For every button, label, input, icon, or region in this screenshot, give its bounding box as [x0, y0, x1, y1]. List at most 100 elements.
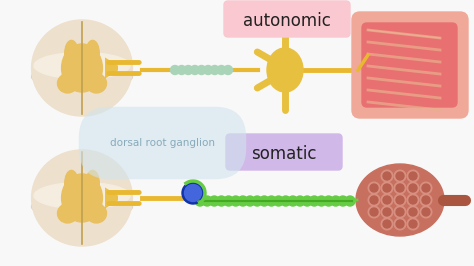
- Circle shape: [394, 170, 406, 182]
- Ellipse shape: [86, 74, 107, 93]
- Ellipse shape: [356, 164, 444, 236]
- Ellipse shape: [57, 204, 78, 223]
- Circle shape: [383, 196, 391, 204]
- Ellipse shape: [65, 40, 78, 67]
- Circle shape: [204, 65, 213, 74]
- Circle shape: [381, 194, 393, 206]
- Circle shape: [409, 220, 417, 228]
- Circle shape: [420, 206, 432, 218]
- Circle shape: [288, 196, 298, 206]
- Ellipse shape: [86, 204, 107, 223]
- Ellipse shape: [34, 182, 130, 209]
- Circle shape: [310, 196, 319, 206]
- Circle shape: [191, 65, 200, 74]
- Circle shape: [409, 208, 417, 216]
- Circle shape: [217, 65, 226, 74]
- Circle shape: [370, 184, 378, 192]
- Circle shape: [345, 196, 355, 206]
- Circle shape: [182, 182, 204, 204]
- Circle shape: [238, 196, 248, 206]
- Circle shape: [407, 170, 419, 182]
- Circle shape: [370, 196, 378, 204]
- Circle shape: [317, 196, 327, 206]
- Circle shape: [422, 184, 430, 192]
- Circle shape: [184, 65, 193, 74]
- Ellipse shape: [62, 44, 102, 92]
- Ellipse shape: [57, 74, 78, 93]
- Ellipse shape: [267, 48, 303, 92]
- Circle shape: [420, 182, 432, 194]
- Circle shape: [324, 196, 334, 206]
- Circle shape: [394, 206, 406, 218]
- Circle shape: [396, 172, 404, 180]
- Ellipse shape: [32, 65, 132, 89]
- FancyBboxPatch shape: [224, 1, 350, 37]
- FancyBboxPatch shape: [362, 23, 457, 107]
- Circle shape: [394, 194, 406, 206]
- Circle shape: [195, 196, 205, 206]
- Circle shape: [396, 208, 404, 216]
- Circle shape: [407, 218, 419, 230]
- Circle shape: [210, 196, 219, 206]
- Circle shape: [394, 182, 406, 194]
- FancyBboxPatch shape: [226, 134, 342, 170]
- Circle shape: [171, 65, 180, 74]
- Circle shape: [184, 185, 201, 202]
- Circle shape: [407, 194, 419, 206]
- Circle shape: [224, 196, 234, 206]
- Circle shape: [252, 196, 262, 206]
- Ellipse shape: [32, 20, 132, 116]
- Circle shape: [422, 196, 430, 204]
- Circle shape: [396, 184, 404, 192]
- Circle shape: [331, 196, 341, 206]
- Circle shape: [383, 172, 391, 180]
- Circle shape: [210, 65, 219, 74]
- Polygon shape: [105, 188, 118, 209]
- Ellipse shape: [62, 174, 102, 222]
- Circle shape: [281, 196, 291, 206]
- Circle shape: [407, 182, 419, 194]
- Circle shape: [409, 196, 417, 204]
- Circle shape: [259, 196, 269, 206]
- Ellipse shape: [86, 171, 99, 197]
- Circle shape: [381, 206, 393, 218]
- Circle shape: [409, 172, 417, 180]
- Circle shape: [381, 170, 393, 182]
- Text: dorsal root ganglion: dorsal root ganglion: [110, 138, 215, 148]
- Ellipse shape: [65, 171, 78, 197]
- Circle shape: [383, 220, 391, 228]
- Ellipse shape: [32, 195, 132, 219]
- Circle shape: [381, 182, 393, 194]
- Circle shape: [245, 196, 255, 206]
- Circle shape: [295, 196, 305, 206]
- Circle shape: [368, 182, 380, 194]
- Circle shape: [394, 218, 406, 230]
- Ellipse shape: [32, 150, 132, 246]
- Circle shape: [197, 65, 206, 74]
- Circle shape: [420, 194, 432, 206]
- Circle shape: [381, 218, 393, 230]
- Circle shape: [266, 196, 276, 206]
- FancyBboxPatch shape: [352, 12, 468, 118]
- Circle shape: [202, 196, 212, 206]
- Ellipse shape: [86, 40, 99, 67]
- Circle shape: [231, 196, 241, 206]
- Circle shape: [368, 194, 380, 206]
- Circle shape: [370, 208, 378, 216]
- Circle shape: [273, 196, 283, 206]
- Circle shape: [368, 206, 380, 218]
- Circle shape: [383, 208, 391, 216]
- Circle shape: [422, 208, 430, 216]
- Polygon shape: [105, 57, 118, 78]
- Circle shape: [409, 184, 417, 192]
- Circle shape: [224, 65, 233, 74]
- Circle shape: [217, 196, 227, 206]
- Circle shape: [383, 184, 391, 192]
- Circle shape: [396, 196, 404, 204]
- Circle shape: [177, 65, 186, 74]
- Text: somatic: somatic: [251, 145, 317, 163]
- Text: autonomic: autonomic: [243, 12, 331, 30]
- Circle shape: [396, 220, 404, 228]
- Circle shape: [407, 206, 419, 218]
- Circle shape: [338, 196, 348, 206]
